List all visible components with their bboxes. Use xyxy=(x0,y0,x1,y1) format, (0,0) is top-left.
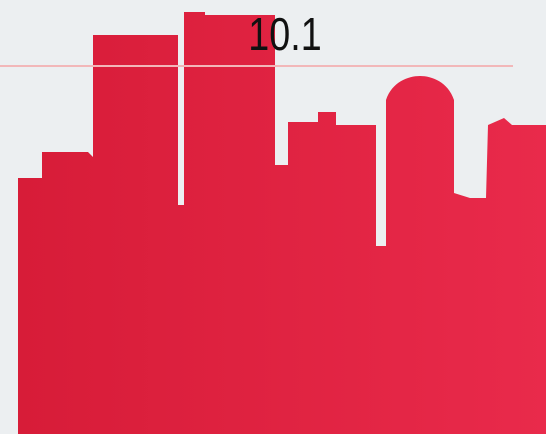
score: 10.1 xyxy=(248,8,321,59)
city-skyline xyxy=(18,12,546,434)
